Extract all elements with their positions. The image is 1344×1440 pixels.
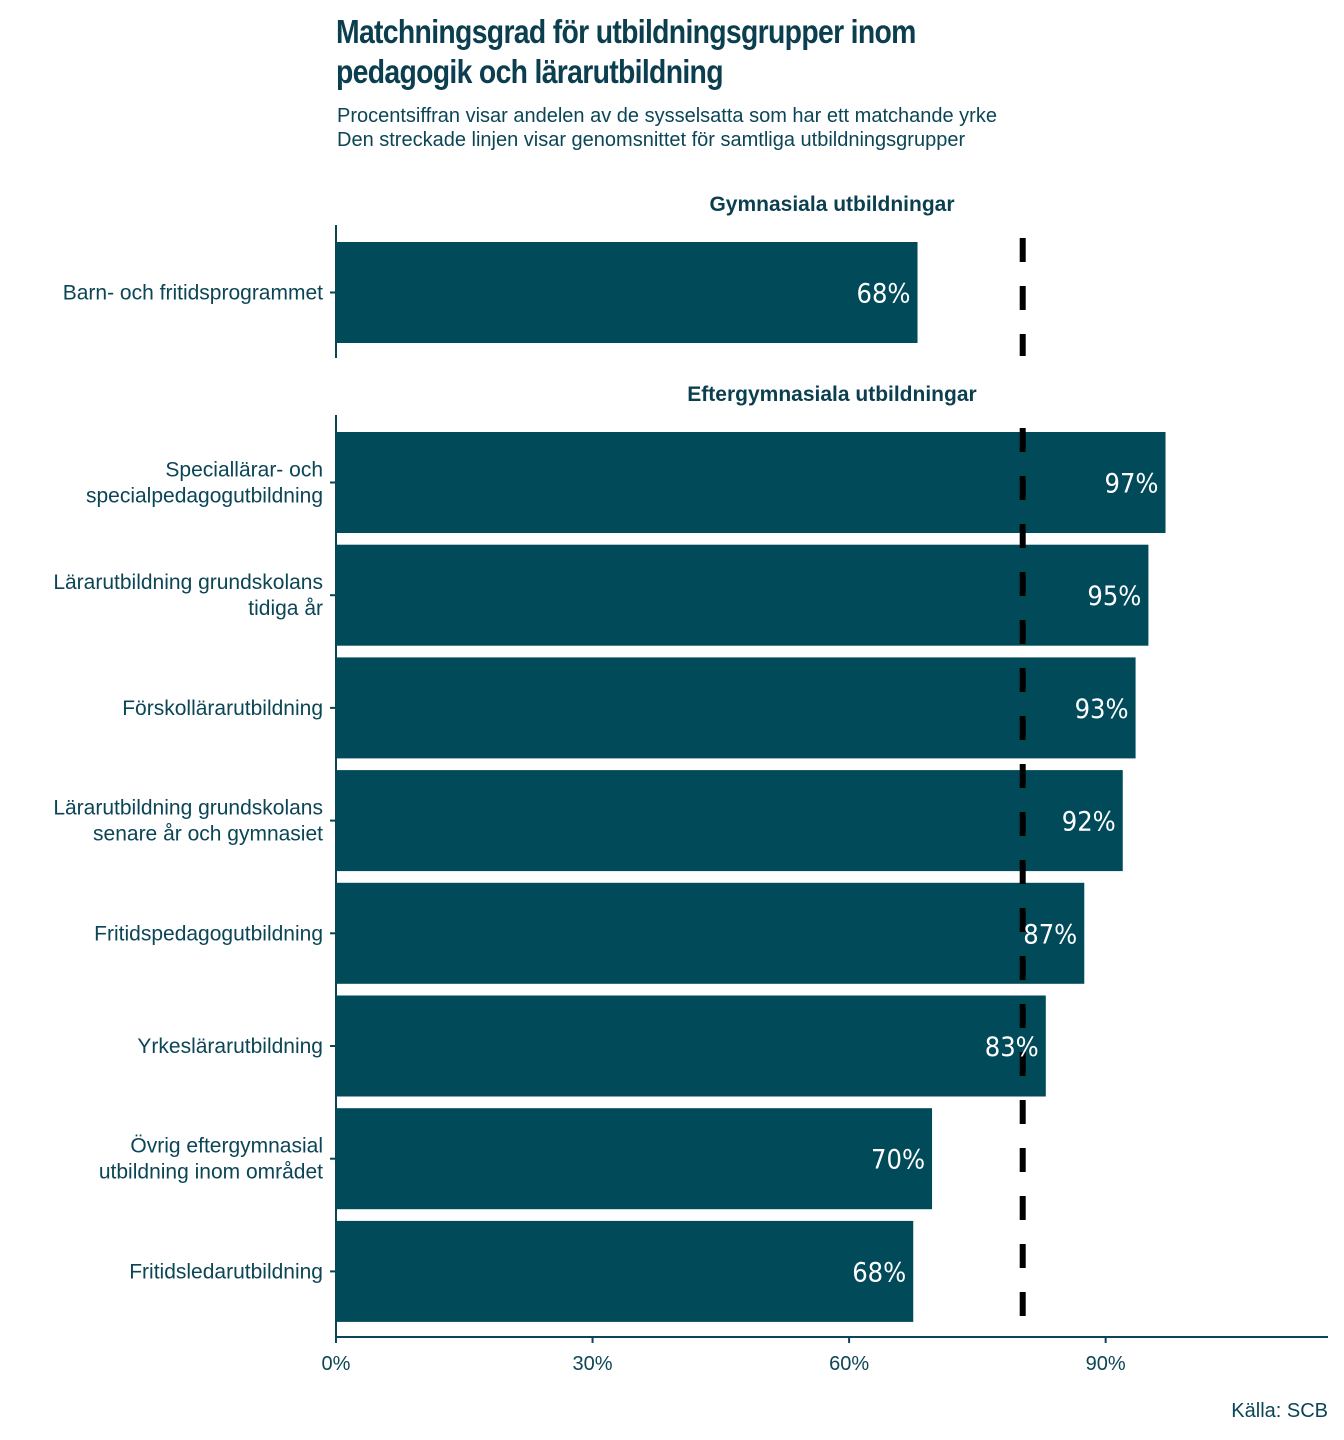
value-label: 93% [1075,694,1129,725]
value-label: 70% [871,1145,925,1176]
chart-title-line-1: Matchningsgrad för utbildningsgrupper in… [336,13,916,50]
category-label-line: Yrkeslärarutbildning [137,1035,323,1058]
category-label-line: Fritidsledarutbildning [129,1260,323,1283]
category-label: Fritidsledarutbildning [129,1260,323,1283]
value-label: 68% [857,279,911,310]
category-label-line: utbildning inom området [99,1161,323,1184]
category-label-line: Förskollärarutbildning [122,697,323,720]
bar [336,882,1085,984]
value-label: 87% [1023,919,1077,950]
value-label: 95% [1087,581,1141,612]
bar [336,432,1166,533]
value-label: 92% [1062,807,1116,838]
x-tick-label: 90% [1086,1353,1126,1375]
category-label-line: tidiga år [248,597,323,620]
category-label-line: Barn- och fritidsprogrammet [63,282,323,305]
category-label-line: specialpedagogutbildning [86,485,323,508]
source-caption: Källa: SCB [1231,1400,1328,1422]
category-label-line: Speciallärar- och [165,459,323,482]
category-label: Övrig eftergymnasial utbildning inom områ… [99,1135,323,1184]
bar [336,1108,933,1210]
category-label-line: senare år och gymnasiet [93,823,323,846]
category-label: Lärarutbildning grundskolans tidiga år [53,571,323,620]
category-label-line: Lärarutbildning grundskolans [53,571,323,594]
value-label: 83% [985,1032,1039,1063]
chart-subtitle-line-2: Den streckade linjen visar genomsnittet … [337,129,966,151]
category-label-line: Lärarutbildning grundskolans [53,797,323,820]
x-tick-label: 0% [322,1353,351,1375]
category-label-line: Övrig eftergymnasial [130,1135,323,1158]
category-label: Yrkeslärarutbildning [137,1035,323,1058]
x-tick-label: 60% [829,1353,869,1375]
value-label: 97% [1105,469,1159,500]
chart-subtitle-line-1: Procentsiffran visar andelen av de sysse… [337,105,997,127]
category-label-line: Fritidspedagogutbildning [94,922,323,945]
value-label: 68% [852,1257,906,1288]
chart-title: Matchningsgrad för utbildningsgrupper in… [336,12,916,92]
bar [336,657,1136,759]
chart-title-line-2: pedagogik och lärarutbildning [336,53,724,90]
x-tick-label: 30% [573,1353,613,1375]
bar [336,770,1123,872]
category-label: Fritidspedagogutbildning [94,922,323,945]
bar [336,242,918,343]
panel-title: Gymnasiala utbildningar [709,193,954,216]
category-label: Barn- och fritidsprogrammet [63,282,323,305]
bar [336,1220,914,1322]
bar [336,544,1149,646]
category-label: Speciallärar- och specialpedagogutbildnin… [86,459,323,508]
bar [336,995,1046,1097]
category-label: Lärarutbildning grundskolans senare år oc… [53,797,323,846]
category-label: Förskollärarutbildning [122,697,323,720]
chart-subtitle: Procentsiffran visar andelen av de sysse… [337,104,997,152]
panel-title: Eftergymnasiala utbildningar [687,383,976,406]
